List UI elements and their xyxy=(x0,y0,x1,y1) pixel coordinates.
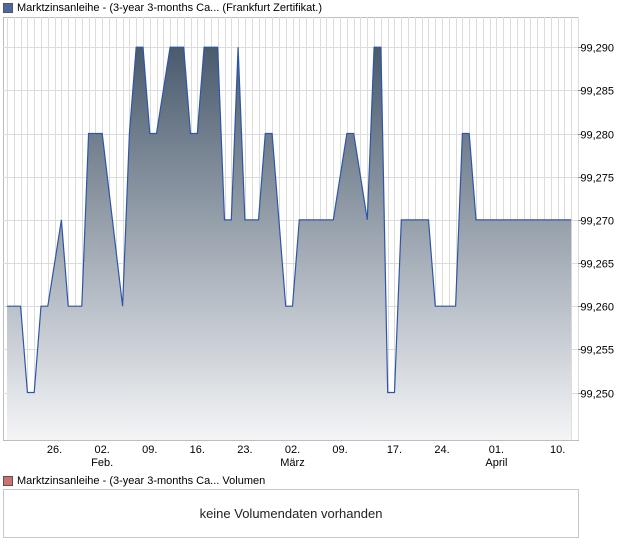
x-tick-label: 24. xyxy=(434,444,449,456)
volume-empty-message: keine Volumendaten vorhanden xyxy=(199,506,383,521)
x-tick-label: 10. xyxy=(550,444,565,456)
x-tick-label: 01. xyxy=(489,444,504,456)
y-tick-label: 99,250 xyxy=(580,389,614,401)
x-tick-label: 02. xyxy=(95,444,110,456)
legend-volume-swatch xyxy=(3,475,13,486)
x-tick-label: 23. xyxy=(237,444,252,456)
legend-volume-label: Marktzinsanleihe - (3-year 3-months Ca..… xyxy=(17,474,266,487)
x-tick-label: 02. xyxy=(285,444,300,456)
x-tick-label: 17. xyxy=(387,444,402,456)
x-tick-label: 16. xyxy=(190,444,205,456)
price-line xyxy=(7,46,572,394)
price-chart: 99,250 99,255 99,260 99,265 99,270 99,275 99,2… xyxy=(3,17,614,469)
x-month-label: April xyxy=(485,457,507,469)
legend-main: Marktzinsanleihe - (3-year 3-months Ca..… xyxy=(3,1,322,14)
x-month-label: Feb. xyxy=(91,457,113,469)
y-tick-label: 99,290 xyxy=(580,43,614,55)
price-area xyxy=(7,47,572,440)
y-tick-label: 99,265 xyxy=(580,259,614,271)
x-tick-label: 09. xyxy=(332,444,347,456)
legend-main-swatch xyxy=(3,2,13,13)
y-tick-label: 99,270 xyxy=(580,216,614,228)
y-tick-label: 99,260 xyxy=(580,302,614,314)
volume-panel: keine Volumendaten vorhanden xyxy=(3,489,579,538)
x-month-label: März xyxy=(280,457,304,469)
legend-main-label: Marktzinsanleihe - (3-year 3-months Ca..… xyxy=(17,1,323,14)
legend-volume: Marktzinsanleihe - (3-year 3-months Ca..… xyxy=(3,474,265,487)
x-tick-label: 09. xyxy=(142,444,157,456)
y-tick-label: 99,280 xyxy=(580,130,614,142)
x-tick-label: 26. xyxy=(47,444,62,456)
y-tick-label: 99,275 xyxy=(580,173,614,185)
y-tick-label: 99,255 xyxy=(580,345,614,357)
y-tick-label: 99,285 xyxy=(580,86,614,98)
